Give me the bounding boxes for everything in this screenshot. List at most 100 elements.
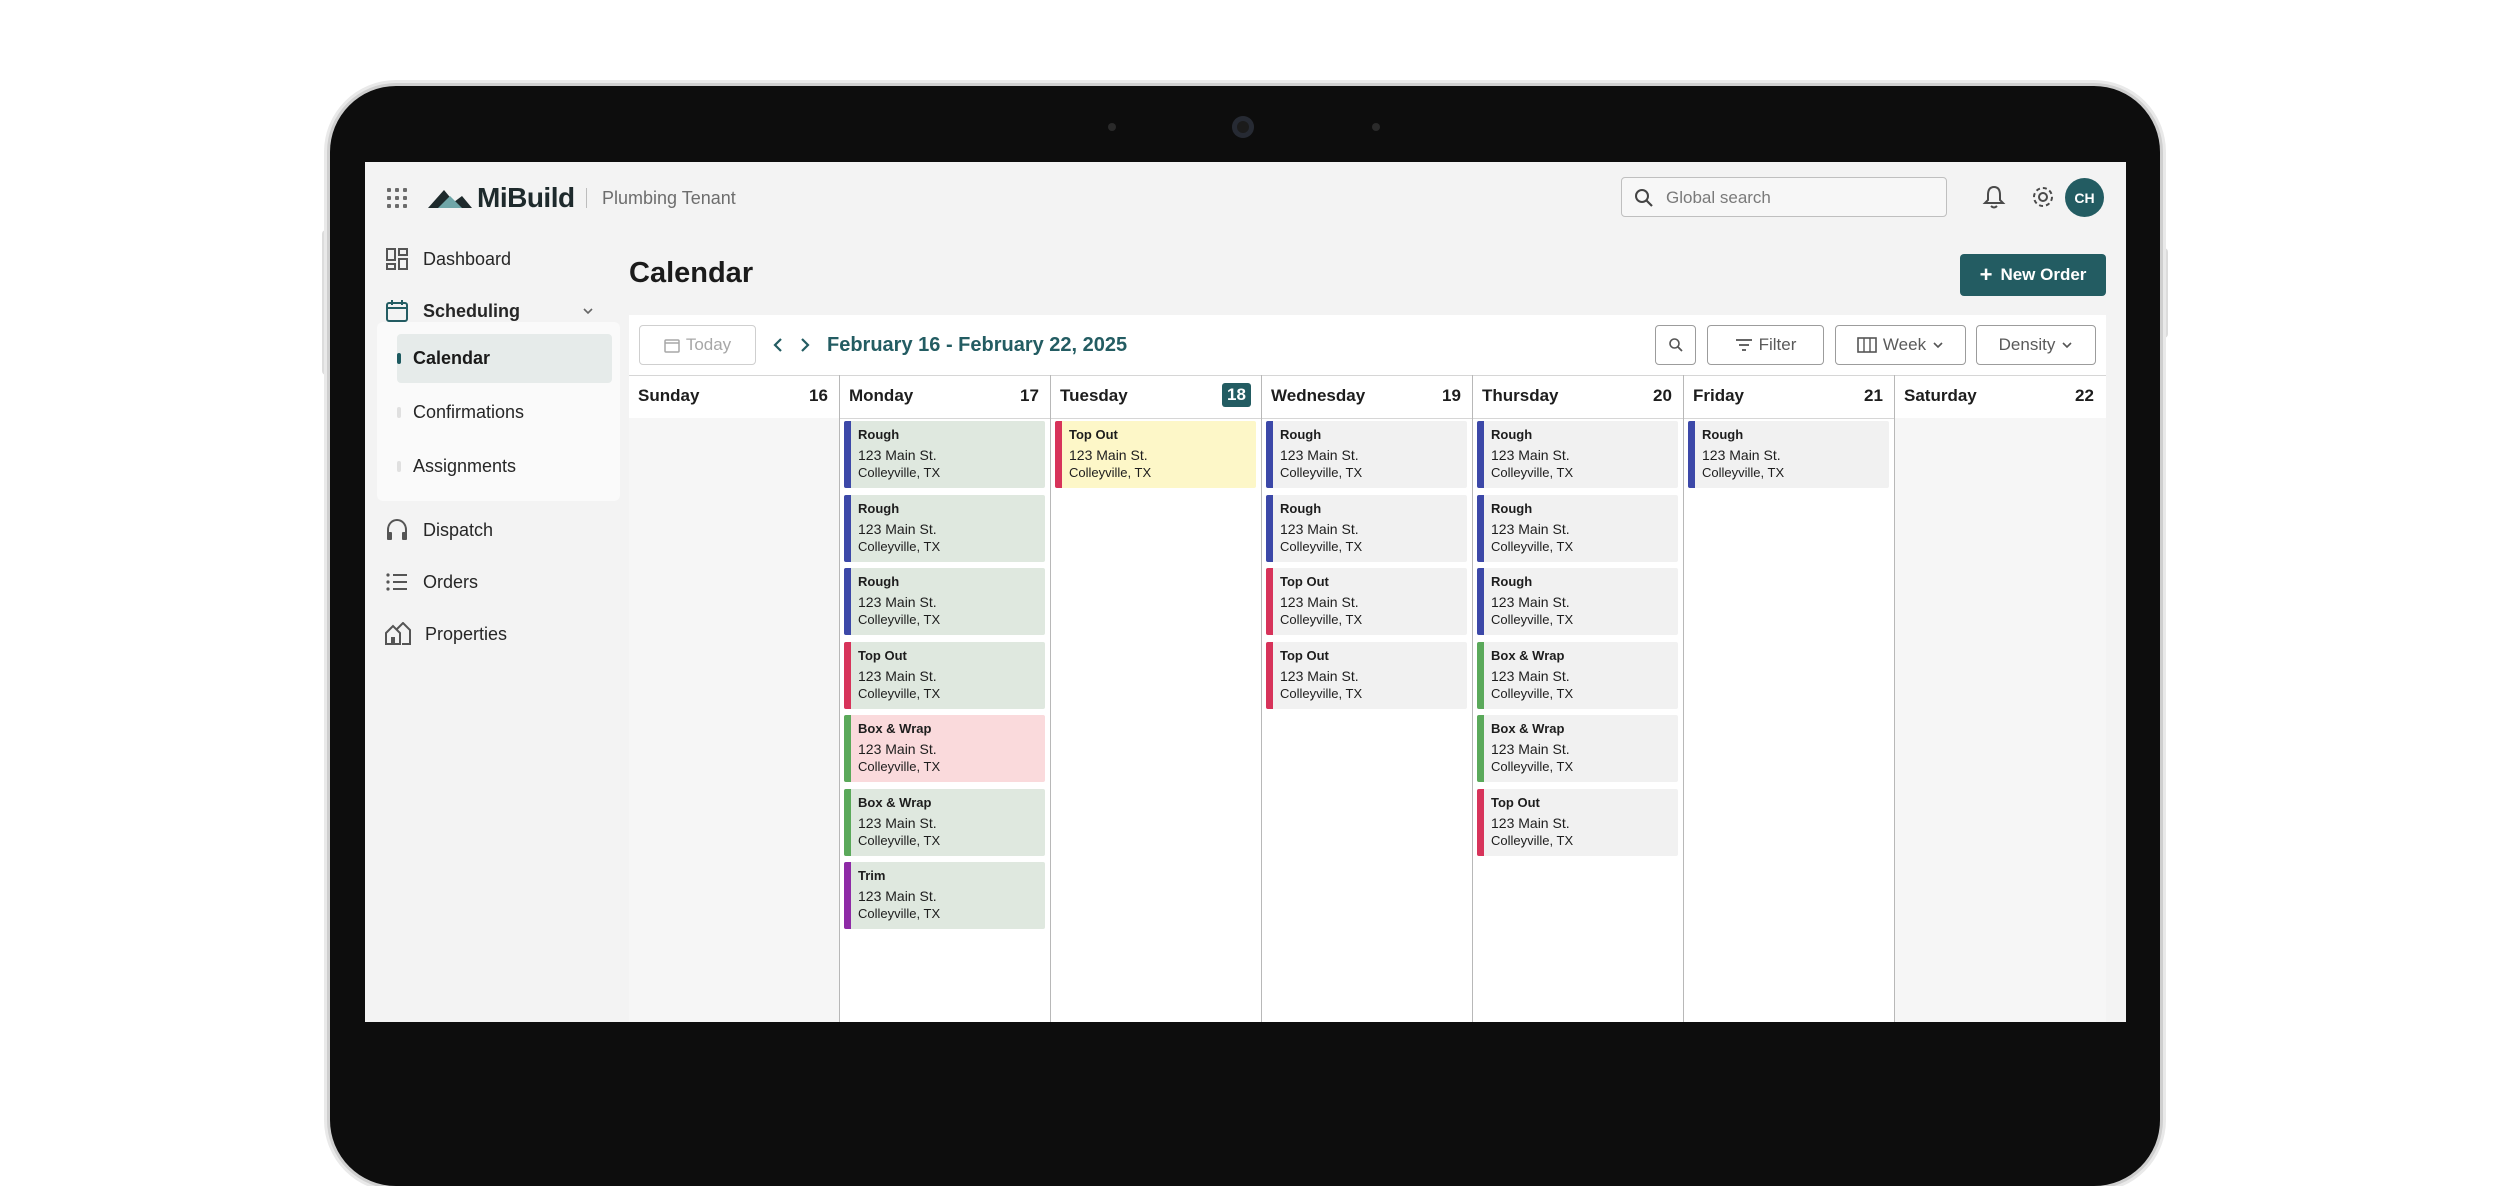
day-column-tuesday[interactable] <box>1051 375 1262 1022</box>
event-city: Colleyville, TX <box>858 612 941 627</box>
global-search[interactable] <box>1621 177 1947 217</box>
dashboard-icon <box>386 248 408 270</box>
day-number: 20 <box>1653 386 1672 405</box>
calendar-event[interactable]: Top Out 123 Main St. Colleyville, TX <box>844 641 1045 709</box>
day-column-monday[interactable] <box>840 375 1051 1022</box>
calendar-event[interactable]: Rough 123 Main St. Colleyville, TX <box>1477 421 1678 488</box>
day-column-saturday[interactable] <box>1895 375 2106 1022</box>
houses-icon <box>385 622 411 645</box>
day-column-wednesday[interactable] <box>1262 375 1473 1022</box>
sidebar-item-properties[interactable]: Properties <box>385 614 635 654</box>
event-city: Colleyville, TX <box>858 465 941 480</box>
plus-icon: + <box>1979 262 1993 287</box>
chevron-right-icon[interactable] <box>799 337 811 353</box>
event-title: Rough <box>858 574 900 589</box>
headset-icon <box>387 518 407 540</box>
calendar-event[interactable]: Box & Wrap 123 Main St. Colleyville, TX <box>1477 641 1678 709</box>
chevron-down-icon[interactable] <box>582 305 594 317</box>
event-city: Colleyville, TX <box>1280 465 1363 480</box>
event-city: Colleyville, TX <box>1491 759 1574 774</box>
event-city: Colleyville, TX <box>1280 538 1363 554</box>
sidebar-item-orders[interactable]: Orders <box>385 562 635 602</box>
calendar-event[interactable]: Rough 123 Main St. Colleyville, TX <box>844 421 1045 488</box>
event-address: 123 Main St. <box>1069 447 1148 463</box>
event-city: Colleyville, TX <box>858 538 941 554</box>
gear-icon[interactable] <box>2030 184 2056 210</box>
calendar-event[interactable]: Top Out 123 Main St. Colleyville, TX <box>1266 568 1467 635</box>
today-button[interactable]: Today <box>639 325 756 365</box>
calendar-event[interactable]: Top Out 123 Main St. Colleyville, TX <box>1266 641 1467 709</box>
calendar-event[interactable]: Rough 123 Main St. Colleyville, TX <box>1477 494 1678 562</box>
column-divider <box>1472 375 1473 1022</box>
today-date-badge: 18 <box>1222 383 1251 407</box>
sidebar-label-orders: Orders <box>423 571 479 592</box>
day-column-sunday[interactable] <box>629 375 840 1022</box>
calendar-event[interactable]: Box & Wrap 123 Main St. Colleyville, TX <box>1477 715 1678 782</box>
event-type-bar <box>1477 494 1484 562</box>
event-address: 123 Main St. <box>858 447 937 463</box>
event-title: Rough <box>858 427 900 442</box>
calendar-event[interactable]: Top Out 123 Main St. Colleyville, TX <box>1055 421 1256 488</box>
sidebar-item-calendar[interactable]: Calendar <box>397 334 612 383</box>
scheduling-submenu: Calendar Confirmations Assignments <box>377 322 620 501</box>
view-label: Week <box>1882 335 1927 354</box>
event-type-bar <box>844 641 851 709</box>
inactive-indicator <box>397 461 401 472</box>
day-name: Sunday <box>638 386 700 405</box>
calendar-event[interactable]: Rough 123 Main St. Colleyville, TX <box>844 494 1045 562</box>
day-name: Friday <box>1693 386 1745 405</box>
calendar-search-button[interactable] <box>1655 325 1696 365</box>
device-side-button-left <box>322 230 330 375</box>
calendar-event[interactable]: Rough 123 Main St. Colleyville, TX <box>1266 494 1467 562</box>
day-number: 22 <box>2075 386 2094 405</box>
sidebar-item-confirmations[interactable]: Confirmations <box>397 388 612 437</box>
day-number: 16 <box>809 386 828 405</box>
event-title: Rough <box>1702 427 1744 442</box>
event-address: 123 Main St. <box>858 594 937 610</box>
device-side-button-right <box>2160 248 2168 338</box>
event-title: Box & Wrap <box>1491 647 1565 663</box>
calendar-event[interactable]: Rough 123 Main St. Colleyville, TX <box>1477 568 1678 635</box>
calendar-event[interactable]: Box & Wrap 123 Main St. Colleyville, TX <box>844 788 1045 856</box>
event-city: Colleyville, TX <box>1069 465 1152 480</box>
sidebar-label-assignments: Assignments <box>413 456 517 476</box>
active-indicator <box>397 353 401 364</box>
day-name: Saturday <box>1904 386 1977 405</box>
bell-icon[interactable] <box>1982 184 2006 210</box>
event-title: Box & Wrap <box>858 721 932 736</box>
view-select[interactable]: Week <box>1835 325 1966 365</box>
event-type-bar <box>844 862 851 929</box>
day-number: 21 <box>1864 386 1883 405</box>
event-title: Trim <box>858 868 886 883</box>
chevron-down-icon <box>1933 342 1943 349</box>
new-order-button[interactable]: + New Order <box>1960 254 2106 296</box>
calendar-event[interactable]: Rough 123 Main St. Colleyville, TX <box>1266 421 1467 488</box>
calendar-event[interactable]: Box & Wrap 123 Main St. Colleyville, TX <box>844 715 1045 782</box>
global-search-input[interactable] <box>1664 185 1938 211</box>
event-type-bar <box>1477 788 1484 856</box>
calendar-event[interactable]: Rough 123 Main St. Colleyville, TX <box>844 568 1045 635</box>
density-select[interactable]: Density <box>1976 325 2096 365</box>
day-column-friday[interactable] <box>1684 375 1895 1022</box>
event-type-bar <box>1266 641 1273 709</box>
user-avatar[interactable]: CH <box>2065 178 2104 217</box>
event-title: Rough <box>1280 427 1322 442</box>
event-title: Top Out <box>858 647 907 663</box>
app-launcher-icon[interactable] <box>387 188 407 208</box>
sidebar-item-assignments[interactable]: Assignments <box>397 442 612 491</box>
sidebar-item-dispatch[interactable]: Dispatch <box>385 510 635 550</box>
column-divider <box>839 375 840 1022</box>
filter-button[interactable]: Filter <box>1707 325 1824 365</box>
sidebar-item-scheduling[interactable]: Scheduling <box>385 291 620 331</box>
calendar-event[interactable]: Rough 123 Main St. Colleyville, TX <box>1688 421 1889 488</box>
day-column-thursday[interactable] <box>1473 375 1684 1022</box>
brand-divider <box>586 188 587 208</box>
event-type-bar <box>844 421 851 488</box>
event-type-bar <box>1055 421 1062 488</box>
sidebar-item-dashboard[interactable]: Dashboard <box>385 239 635 279</box>
calendar-event[interactable]: Trim 123 Main St. Colleyville, TX <box>844 862 1045 929</box>
calendar-event[interactable]: Top Out 123 Main St. Colleyville, TX <box>1477 788 1678 856</box>
tenant-name: Plumbing Tenant <box>602 188 736 208</box>
chevron-left-icon[interactable] <box>772 337 784 353</box>
sidebar-label-calendar: Calendar <box>413 348 491 368</box>
